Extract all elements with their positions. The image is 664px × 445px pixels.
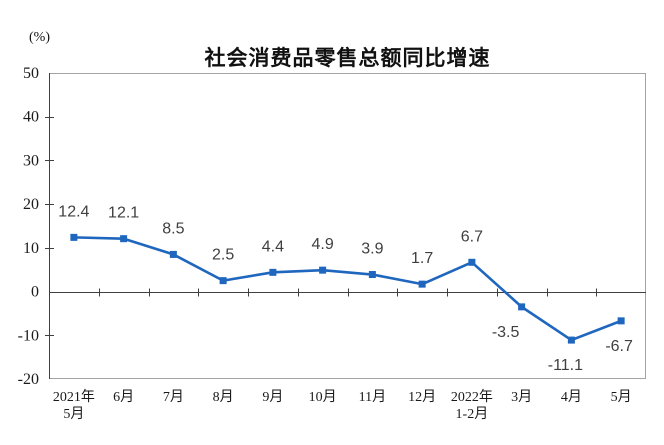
chart-title: 社会消费品零售总额同比增速 xyxy=(204,47,491,70)
data-point-label: -11.1 xyxy=(548,357,583,374)
data-point-marker xyxy=(269,268,277,276)
data-point-marker xyxy=(518,303,526,311)
data-point-marker xyxy=(120,235,128,243)
data-point-marker xyxy=(617,317,625,325)
x-axis-label: 11月 xyxy=(359,389,386,405)
x-axis-label: 2022年 xyxy=(451,389,493,405)
x-axis-label: 3月 xyxy=(511,389,532,405)
y-axis-tick-label: 10 xyxy=(23,240,39,257)
data-point-marker xyxy=(70,233,78,241)
data-point-label: 6.7 xyxy=(461,228,483,245)
y-axis-tick-label: 30 xyxy=(23,152,39,169)
data-point-marker xyxy=(319,266,327,274)
data-point-marker xyxy=(169,250,177,258)
x-axis-label: 10月 xyxy=(309,389,337,405)
data-point-label: 8.5 xyxy=(162,220,184,237)
y-axis-tick-label: 0 xyxy=(31,284,39,301)
x-axis-label: 8月 xyxy=(213,389,234,405)
data-point-label: 12.1 xyxy=(108,205,139,222)
data-point-label: 2.5 xyxy=(212,247,234,264)
data-point-label: 4.9 xyxy=(312,236,334,253)
data-line xyxy=(72,236,623,342)
data-point-label: 3.9 xyxy=(361,241,383,258)
x-axis-label: 7月 xyxy=(163,389,184,405)
data-point-label: 12.4 xyxy=(58,203,89,220)
y-axis-unit-label: (%) xyxy=(29,30,50,45)
data-point-marker xyxy=(418,280,426,288)
x-axis-label: 2021年 xyxy=(53,389,95,405)
y-axis-tick-label: 40 xyxy=(23,109,39,126)
data-point-label: 1.7 xyxy=(411,250,433,267)
data-point-marker xyxy=(219,277,227,285)
x-axis-label: 9月 xyxy=(262,389,283,405)
x-axis-label: 4月 xyxy=(561,389,582,405)
y-axis-tick-label: 20 xyxy=(23,196,39,213)
x-axis-label: 12月 xyxy=(408,389,436,405)
data-point-marker xyxy=(567,336,575,344)
data-point-marker xyxy=(468,258,476,266)
y-axis-tick-label: 50 xyxy=(23,65,39,82)
data-point-label: 4.4 xyxy=(262,238,284,255)
x-axis-label: 1-2月 xyxy=(456,406,489,422)
plot-border xyxy=(49,73,646,379)
data-point-label: -3.5 xyxy=(492,324,520,341)
y-axis-tick-label: -10 xyxy=(18,327,39,344)
data-point-marker xyxy=(368,271,376,279)
y-axis-tick-label: -20 xyxy=(18,371,39,388)
data-point-label: -6.7 xyxy=(605,338,633,355)
x-axis-label: 5月 xyxy=(63,406,84,422)
x-axis-label: 6月 xyxy=(113,389,134,405)
x-axis-label: 5月 xyxy=(611,389,632,405)
